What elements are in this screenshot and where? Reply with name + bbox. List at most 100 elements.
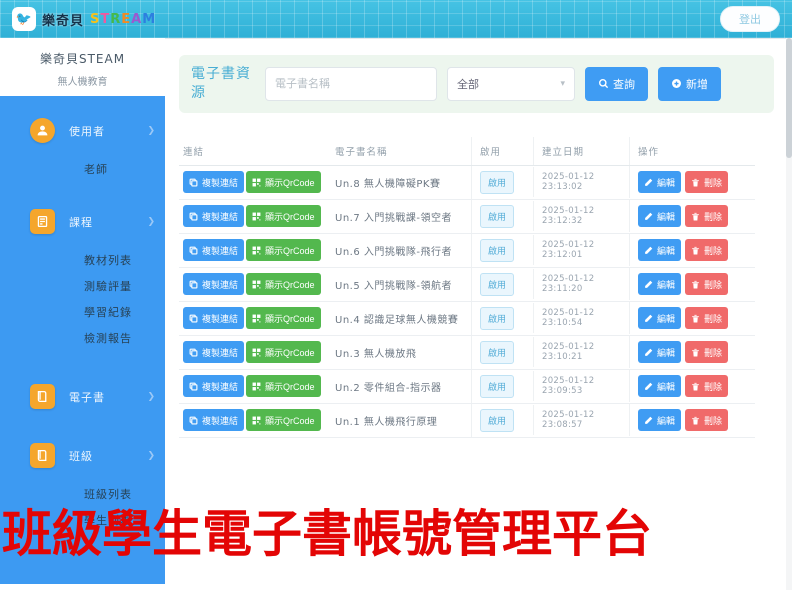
qrcode-icon xyxy=(252,280,261,289)
created-date: 2025-01-12 23:09:53 xyxy=(542,376,595,397)
edit-button[interactable]: 編輯 xyxy=(638,171,682,194)
edit-button[interactable]: 編輯 xyxy=(638,409,682,432)
ebook-name: Un.7 入門挑戰課-領空者 xyxy=(335,212,452,224)
created-date: 2025-01-12 23:08:57 xyxy=(542,410,595,431)
table-row: 複製連結 顯示QrCode Un.7 入門挑戰課-領空者 啟用 2025-01-… xyxy=(179,199,755,234)
show-qrcode-button[interactable]: 顯示QrCode xyxy=(246,205,321,228)
enabled-badge[interactable]: 啟用 xyxy=(480,340,515,364)
enabled-badge[interactable]: 啟用 xyxy=(480,272,515,296)
sidebar-subitem-class-list[interactable]: 班級列表 xyxy=(84,488,132,501)
trash-icon xyxy=(692,178,699,187)
add-button[interactable]: 新增 xyxy=(658,66,721,101)
sidebar-item-courses[interactable]: 課程 ❯ xyxy=(0,201,165,242)
copy-link-button[interactable]: 複製連結 xyxy=(183,273,245,296)
created-date: 2025-01-12 23:12:01 xyxy=(542,240,595,261)
sidebar-subitem-quizzes[interactable]: 測驗評量 xyxy=(84,280,132,293)
table-body: 複製連結 顯示QrCode Un.8 無人機障礙PK賽 啟用 2025-01-1… xyxy=(179,165,755,438)
ebook-name: Un.3 無人機放飛 xyxy=(335,348,417,360)
table-row: 複製連結 顯示QrCode Un.5 入門挑戰隊-領航者 啟用 2025-01-… xyxy=(179,267,755,302)
delete-button[interactable]: 刪除 xyxy=(685,341,729,364)
enabled-badge[interactable]: 啟用 xyxy=(480,306,515,330)
vertical-scrollbar[interactable] xyxy=(786,38,792,590)
edit-pencil-icon xyxy=(645,280,653,288)
delete-button[interactable]: 刪除 xyxy=(685,205,729,228)
show-qrcode-button[interactable]: 顯示QrCode xyxy=(246,341,321,364)
copy-link-button[interactable]: 複製連結 xyxy=(183,409,245,432)
sidebar-item-ebooks[interactable]: 電子書 ❯ xyxy=(0,376,165,417)
filter-select[interactable]: 全部 ▾ xyxy=(447,66,575,101)
enabled-badge[interactable]: 啟用 xyxy=(480,204,515,228)
sidebar-item-users[interactable]: 使用者 ❯ xyxy=(0,110,165,151)
sidebar-subitem-reports[interactable]: 檢測報告 xyxy=(84,332,132,345)
table-row: 複製連結 顯示QrCode Un.8 無人機障礙PK賽 啟用 2025-01-1… xyxy=(179,165,755,200)
ebook-name-input[interactable] xyxy=(265,66,437,101)
delete-button[interactable]: 刪除 xyxy=(685,409,729,432)
sidebar-item-classes[interactable]: 班級 ❯ xyxy=(0,435,165,476)
copy-link-button[interactable]: 複製連結 xyxy=(183,375,245,398)
show-qrcode-button[interactable]: 顯示QrCode xyxy=(246,409,321,432)
trash-icon xyxy=(692,280,699,289)
search-icon xyxy=(599,79,609,89)
filter-selected-value: 全部 xyxy=(457,77,479,91)
copy-link-button[interactable]: 複製連結 xyxy=(183,171,245,194)
copy-link-icon xyxy=(189,246,198,255)
sidebar-header: 樂奇貝STEAM 無人機教育 xyxy=(0,38,165,96)
qrcode-icon xyxy=(252,178,261,187)
delete-button[interactable]: 刪除 xyxy=(685,273,729,296)
copy-link-icon xyxy=(189,348,198,357)
show-qrcode-button[interactable]: 顯示QrCode xyxy=(246,307,321,330)
brand-name-zh: 樂奇貝 xyxy=(42,13,85,29)
enabled-badge[interactable]: 啟用 xyxy=(480,374,515,398)
show-qrcode-button[interactable]: 顯示QrCode xyxy=(246,171,321,194)
enabled-badge[interactable]: 啟用 xyxy=(480,238,515,262)
course-icon xyxy=(30,209,55,234)
trash-icon xyxy=(692,212,699,221)
overlay-banner-title: 班級學生電子書帳號管理平台 xyxy=(2,505,652,563)
chevron-right-icon: ❯ xyxy=(147,216,155,227)
ebook-name: Un.4 認識足球無人機競賽 xyxy=(335,314,459,326)
copy-link-button[interactable]: 複製連結 xyxy=(183,341,245,364)
edit-button[interactable]: 編輯 xyxy=(638,307,682,330)
edit-button[interactable]: 編輯 xyxy=(638,205,682,228)
user-icon xyxy=(30,118,55,143)
search-panel: 電子書資源 全部 ▾ 查詢 新增 xyxy=(179,55,774,113)
column-header-name: 電子書名稱 xyxy=(335,146,388,158)
trash-icon xyxy=(692,416,699,425)
sidebar-subitem-teachers[interactable]: 老師 xyxy=(84,163,108,176)
page-title: 電子書資源 xyxy=(191,66,251,101)
table-row: 複製連結 顯示QrCode Un.2 零件組合-指示器 啟用 2025-01-1… xyxy=(179,369,755,404)
edit-pencil-icon xyxy=(645,348,653,356)
show-qrcode-button[interactable]: 顯示QrCode xyxy=(246,239,321,262)
ebook-name: Un.5 入門挑戰隊-領航者 xyxy=(335,280,452,292)
delete-button[interactable]: 刪除 xyxy=(685,307,729,330)
show-qrcode-button[interactable]: 顯示QrCode xyxy=(246,375,321,398)
copy-link-button[interactable]: 複製連結 xyxy=(183,205,245,228)
delete-button[interactable]: 刪除 xyxy=(685,171,729,194)
enabled-badge[interactable]: 啟用 xyxy=(480,408,515,432)
logout-button[interactable]: 登出 xyxy=(720,6,780,32)
scrollbar-thumb[interactable] xyxy=(786,38,792,158)
sidebar-subitem-records[interactable]: 學習紀錄 xyxy=(84,306,132,319)
show-qrcode-button[interactable]: 顯示QrCode xyxy=(246,273,321,296)
sidebar-subitem-materials[interactable]: 教材列表 xyxy=(84,254,132,267)
search-button[interactable]: 查詢 xyxy=(585,66,648,101)
edit-button[interactable]: 編輯 xyxy=(638,341,682,364)
copy-link-button[interactable]: 複製連結 xyxy=(183,307,245,330)
table-row: 複製連結 顯示QrCode Un.1 無人機飛行原理 啟用 2025-01-12… xyxy=(179,403,755,438)
delete-button[interactable]: 刪除 xyxy=(685,375,729,398)
created-date: 2025-01-12 23:10:21 xyxy=(542,342,595,363)
main-content: 電子書資源 全部 ▾ 查詢 新增 連結 電子書名稱 啟用 建立日期 操作 xyxy=(165,38,786,590)
ebook-name: Un.1 無人機飛行原理 xyxy=(335,416,438,428)
plus-icon xyxy=(672,79,681,89)
edit-button[interactable]: 編輯 xyxy=(638,375,682,398)
column-header-link: 連結 xyxy=(183,146,205,158)
edit-button[interactable]: 編輯 xyxy=(638,239,682,262)
edit-button[interactable]: 編輯 xyxy=(638,273,682,296)
sidebar-subitem-student-list[interactable]: 學生列表 xyxy=(84,514,132,527)
submenu-users: 老師 xyxy=(0,151,165,189)
copy-link-button[interactable]: 複製連結 xyxy=(183,239,245,262)
ebook-icon xyxy=(30,384,55,409)
brand: 🐦 樂奇貝 STREAM xyxy=(12,7,156,31)
delete-button[interactable]: 刪除 xyxy=(685,239,729,262)
enabled-badge[interactable]: 啟用 xyxy=(480,170,515,194)
